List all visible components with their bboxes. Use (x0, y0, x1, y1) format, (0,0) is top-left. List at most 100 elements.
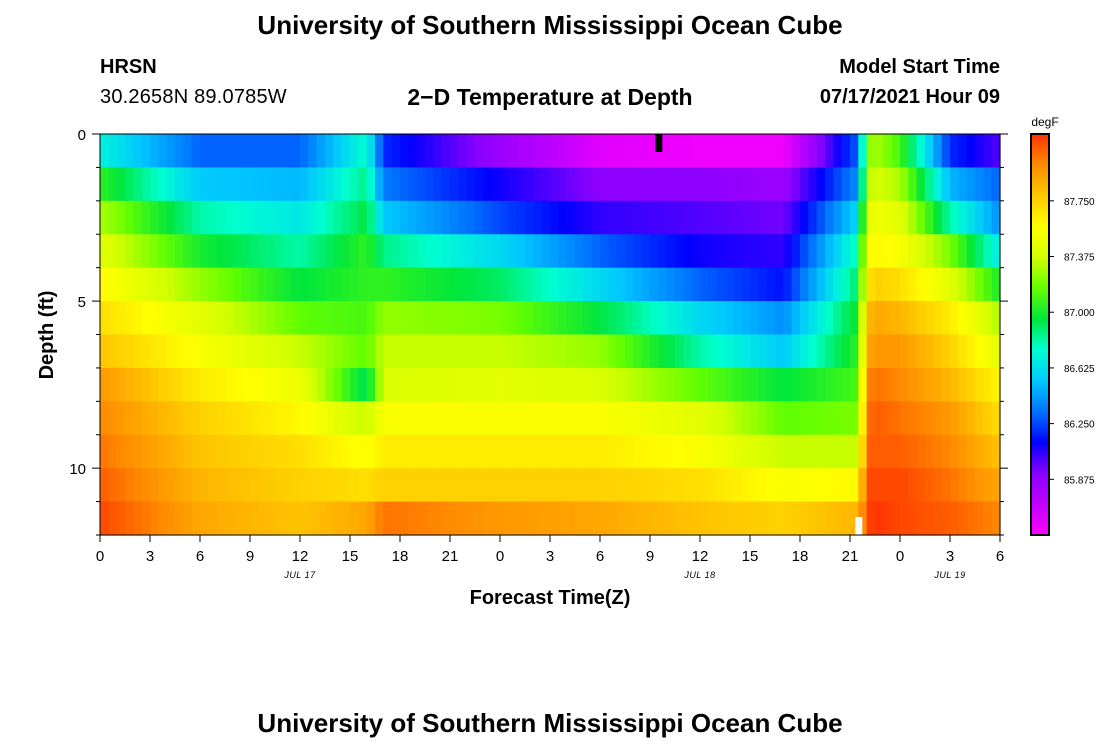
heatmap-cell (500, 167, 509, 202)
heatmap-cell (816, 334, 826, 369)
heatmap-cell (300, 200, 309, 235)
heatmap-cell (616, 301, 626, 336)
heatmap-cell (300, 401, 309, 436)
heatmap-cell (783, 501, 793, 536)
heatmap-cell (433, 367, 443, 402)
heatmap-cell (541, 267, 551, 302)
heatmap-cell (775, 468, 784, 503)
heatmap-cell (600, 401, 609, 436)
heatmap-cell (641, 468, 651, 503)
heatmap-cell (108, 501, 118, 536)
heatmap-cell (533, 167, 543, 202)
heatmap-cell (300, 301, 309, 336)
heatmap-cell (391, 334, 401, 369)
heatmap-cell (658, 301, 668, 336)
heatmap-cell (433, 134, 443, 169)
heatmap-cell (383, 200, 393, 235)
heatmap-cell (241, 234, 251, 269)
heatmap-cell (458, 234, 468, 269)
heatmap-cell (458, 167, 468, 202)
heatmap-cell (641, 434, 651, 469)
heatmap-cell (233, 501, 243, 536)
heatmap-cell (575, 367, 584, 402)
heatmap-cell (833, 301, 843, 336)
heatmap-cell (308, 301, 318, 336)
heatmap-cell (325, 200, 334, 235)
heatmap-cell (100, 468, 109, 503)
heatmap-cell (816, 200, 826, 235)
heatmap-cell (375, 468, 384, 503)
heatmap-cell (366, 434, 376, 469)
heatmap-cell (400, 367, 409, 402)
heatmap-cell (758, 501, 768, 536)
heatmap-cell (383, 134, 393, 169)
heatmap-cell (916, 234, 926, 269)
heatmap-cell (641, 267, 651, 302)
heatmap-cell (575, 434, 584, 469)
heatmap-cell (566, 167, 576, 202)
heatmap-cell (258, 301, 268, 336)
heatmap-cell (975, 334, 984, 369)
heatmap-cell (258, 200, 268, 235)
heatmap-cell (416, 134, 426, 169)
heatmap-cell (558, 301, 568, 336)
heatmap-cell (158, 367, 168, 402)
heatmap-cell (775, 167, 784, 202)
heatmap-cell (616, 334, 626, 369)
heatmap-cell (591, 200, 601, 235)
heatmap-cell (600, 501, 609, 536)
heatmap-cell (416, 501, 426, 536)
heatmap-cell (358, 434, 368, 469)
heatmap-cell (391, 301, 401, 336)
heatmap-cell (108, 200, 118, 235)
heatmap-cell (800, 234, 809, 269)
heatmap-cell (191, 401, 201, 436)
heatmap-cell (941, 301, 951, 336)
heatmap-cell (558, 334, 568, 369)
heatmap-cell (316, 468, 326, 503)
heatmap-cell (975, 301, 984, 336)
heatmap-cell (125, 134, 134, 169)
heatmap-cell (208, 367, 218, 402)
heatmap-cell (783, 334, 793, 369)
heatmap-cell (108, 267, 118, 302)
heatmap-cell (883, 267, 893, 302)
heatmap-cell (133, 234, 143, 269)
heatmap-cell (816, 301, 826, 336)
heatmap-cell (150, 200, 159, 235)
heatmap-cell (966, 200, 976, 235)
heatmap-cell (700, 401, 709, 436)
heatmap-cell (733, 234, 743, 269)
heatmap-cell (741, 401, 751, 436)
heatmap-cell (141, 401, 151, 436)
heatmap-cell (991, 401, 1001, 436)
heatmap-cell (166, 334, 176, 369)
heatmap-cell (175, 401, 184, 436)
heatmap-cell (666, 301, 676, 336)
heatmap-cell (575, 334, 584, 369)
heatmap-cell (666, 434, 676, 469)
heatmap-cell (833, 134, 843, 169)
heatmap-cell (158, 334, 168, 369)
heatmap-cell (850, 200, 859, 235)
heatmap-cell (325, 401, 334, 436)
heatmap-cell (891, 234, 901, 269)
heatmap-cell (158, 401, 168, 436)
x-tick-label: 3 (946, 548, 954, 565)
heatmap-cell (325, 234, 334, 269)
heatmap-cell (758, 200, 768, 235)
heatmap-cell (825, 401, 834, 436)
heatmap-cell (808, 401, 818, 436)
heatmap-cell (708, 301, 718, 336)
heatmap-cell (216, 134, 226, 169)
heatmap-cell (125, 167, 134, 202)
heatmap-cell (550, 167, 559, 202)
y-tick-label: 5 (78, 294, 86, 311)
heatmap-cell (908, 501, 918, 536)
heatmap-cell (591, 234, 601, 269)
heatmap-cell (683, 167, 693, 202)
heatmap-cell (216, 200, 226, 235)
heatmap-cell (391, 434, 401, 469)
heatmap-cell (491, 167, 501, 202)
heatmap-cell (283, 134, 293, 169)
